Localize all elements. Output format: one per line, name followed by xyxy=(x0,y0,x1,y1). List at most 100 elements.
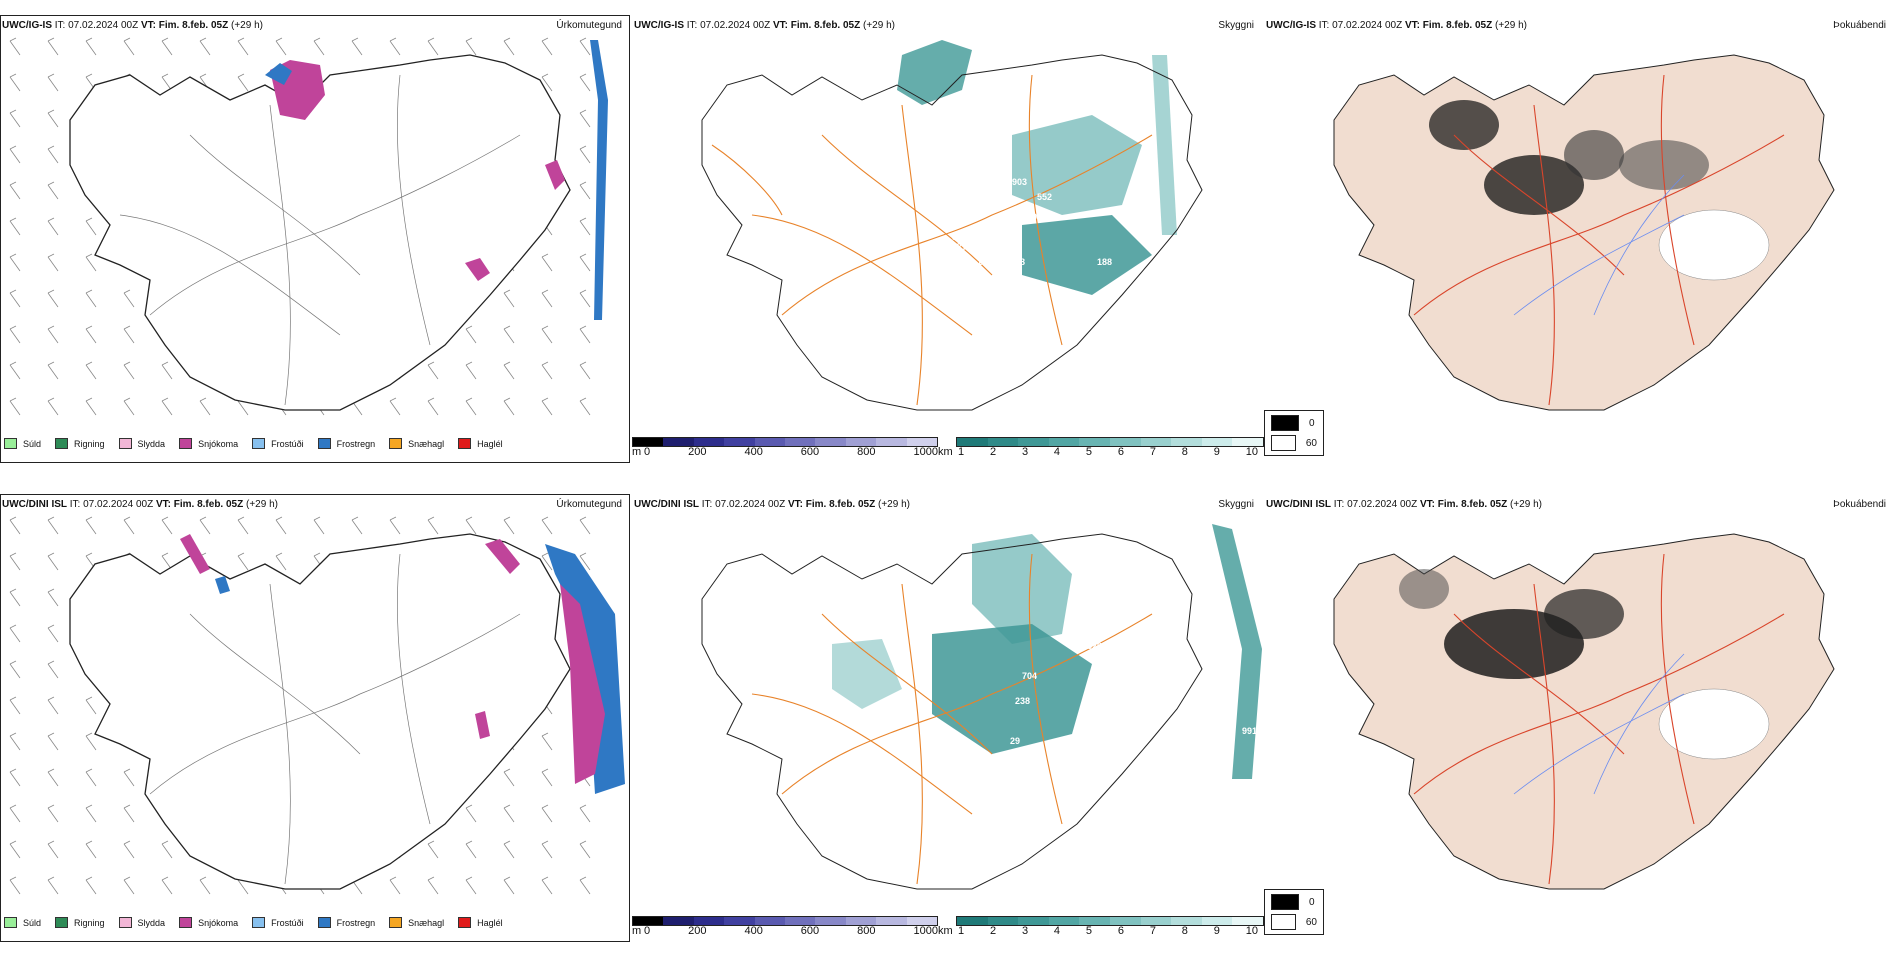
wind-barb xyxy=(47,37,59,56)
ceiling-value-label: 172 xyxy=(977,257,992,267)
panel-variable-name: Skyggni xyxy=(1218,499,1254,510)
wind-barb xyxy=(579,516,591,535)
colorbar-segment xyxy=(845,438,877,446)
colorbar-segment xyxy=(1079,438,1110,446)
ceiling-value-label: 552 xyxy=(1037,192,1052,202)
wind-barb xyxy=(85,876,97,895)
colorbar-segment xyxy=(633,917,664,925)
colorbar-tick: 3 xyxy=(1021,925,1029,937)
wind-barb xyxy=(465,840,477,859)
colorbar-tick: 5 xyxy=(1085,925,1092,937)
wind-barb xyxy=(123,516,135,535)
wind-barb xyxy=(579,325,591,344)
colorbar-segment xyxy=(957,438,988,446)
snow-area xyxy=(180,534,210,574)
wind-barb xyxy=(85,361,97,380)
ceiling-value-label: 31 xyxy=(962,157,972,167)
legend-label: Súld xyxy=(23,438,42,449)
wind-barb xyxy=(9,768,21,787)
wind-barb xyxy=(465,361,477,380)
panel-title: UWC/IG-IS IT: 07.02.2024 00Z VT: Fim. 8.… xyxy=(634,20,895,31)
legend-item: Frostregn xyxy=(317,917,375,928)
colorbar-segment xyxy=(1232,438,1263,446)
colorbar-segment xyxy=(1232,917,1263,925)
colorbar-tick: 1000 xyxy=(913,446,938,458)
visibility-ticks: 1 2 3 4 5 6 7 8 9 10 xyxy=(958,925,1258,937)
colorbar-segment xyxy=(693,917,725,925)
snow-area xyxy=(465,258,490,281)
legend-label: Frostúði xyxy=(271,438,304,449)
colorbar-segment xyxy=(1109,917,1141,925)
wind-barb xyxy=(465,516,477,535)
wind-barb xyxy=(427,37,439,56)
colorbar-segment xyxy=(1171,438,1202,446)
legend-item: Frostregn xyxy=(317,438,375,449)
wind-barb xyxy=(503,325,515,344)
snow-area xyxy=(475,711,490,739)
wind-barb xyxy=(237,37,249,56)
ceiling-value-label: 158 xyxy=(1010,257,1025,267)
colorbar-tick: 9 xyxy=(1213,925,1220,937)
colorbar-segment xyxy=(1201,917,1233,925)
iceland-map-fog xyxy=(1333,54,1835,411)
colorbar-tick: 1000 xyxy=(913,925,938,937)
wind-barb xyxy=(503,768,515,787)
freezing-rain-area xyxy=(215,576,230,594)
wind-barb xyxy=(541,516,553,535)
wind-barb xyxy=(85,804,97,823)
wind-barb xyxy=(47,325,59,344)
wind-barb xyxy=(123,397,135,416)
ceiling-value-label: 704 xyxy=(1022,671,1037,681)
wind-barb xyxy=(275,516,287,535)
colorbar-segment xyxy=(785,438,816,446)
wind-barb xyxy=(47,516,59,535)
ceiling-value-label: 188 xyxy=(1097,257,1112,267)
legend-label: Frostúði xyxy=(271,917,304,928)
colorbar-segment xyxy=(693,438,725,446)
wind-barb xyxy=(199,37,211,56)
visibility-ticks: 1 2 3 4 5 6 7 8 9 10 xyxy=(958,446,1258,458)
wind-barb xyxy=(579,145,591,164)
fog-legend: 0 60 xyxy=(1264,410,1324,456)
legend-item: Súld xyxy=(4,438,41,449)
wind-barb xyxy=(237,516,249,535)
wind-barb xyxy=(199,876,211,895)
wind-barb xyxy=(541,37,553,56)
fog-legend-label: 0 xyxy=(1309,417,1315,429)
wind-barb xyxy=(161,37,173,56)
wind-barb xyxy=(9,325,21,344)
wind-barb xyxy=(47,289,59,308)
ceiling-ticks: 0 200 400 600 800 1000 xyxy=(644,925,938,937)
wind-barb xyxy=(579,876,591,895)
ceiling-value-label: 198 xyxy=(1027,212,1042,222)
precip-panel-top: UWC/IG-IS IT: 07.02.2024 00Z VT: Fim. 8.… xyxy=(0,15,630,480)
wind-barb xyxy=(579,73,591,92)
wind-barb xyxy=(579,109,591,128)
wind-barb xyxy=(389,516,401,535)
ceiling-value-label: 890 xyxy=(967,202,982,212)
wind-barb xyxy=(199,397,211,416)
iceland-map-precip xyxy=(9,37,608,416)
fog-legend-swatch xyxy=(1271,894,1299,910)
colorbar-segment xyxy=(815,438,846,446)
colorbar-tick: 600 xyxy=(800,446,820,458)
legend-label: Snjókoma xyxy=(198,917,239,928)
ceiling-ticks: 0 200 400 600 800 1000 xyxy=(644,446,938,458)
colorbar-tick: 10 xyxy=(1245,446,1258,458)
wind-barb xyxy=(503,516,515,535)
wind-barb xyxy=(85,37,97,56)
panel-variable-name: Skyggni xyxy=(1218,20,1254,31)
wind-barb xyxy=(9,181,21,200)
legend-item: Slydda xyxy=(118,438,165,449)
wind-barb xyxy=(541,253,553,272)
wind-barb xyxy=(47,361,59,380)
legend-swatch xyxy=(55,438,69,449)
legend-item: Haglél xyxy=(458,917,503,928)
precip-legend: Súld Rigning Slydda Snjókoma Frostúði Frostre… xyxy=(4,438,503,449)
ceiling-value-label: 256 xyxy=(1089,721,1104,731)
wind-barb xyxy=(275,552,287,571)
colorbar-tick: 7 xyxy=(1149,446,1156,458)
fog-legend-swatch xyxy=(1271,415,1299,431)
wind-barb xyxy=(123,876,135,895)
